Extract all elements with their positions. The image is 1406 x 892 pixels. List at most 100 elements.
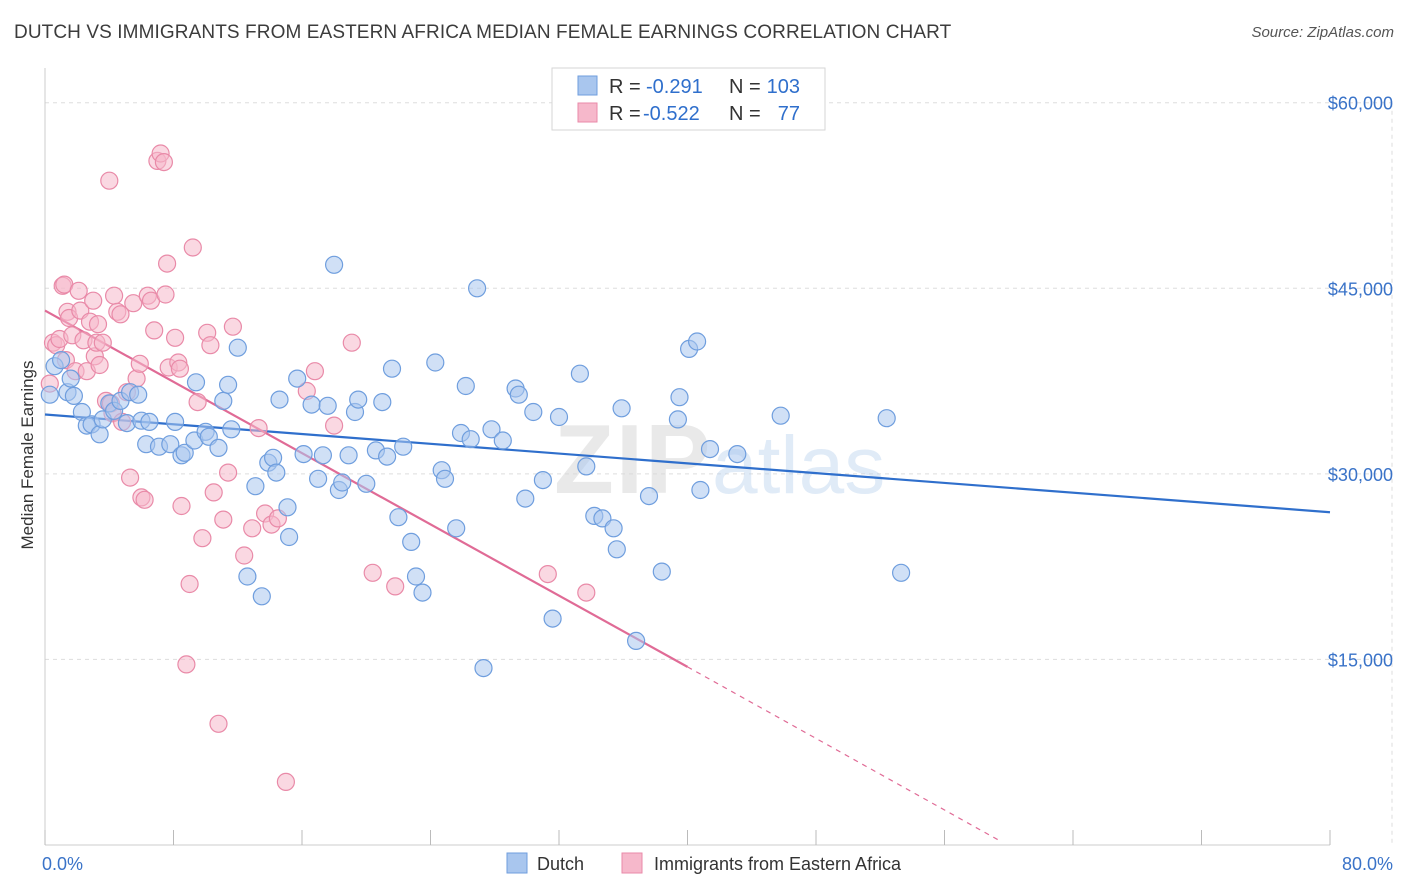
dutch-point-59: [382, 359, 402, 378]
y-tick-label-0: $15,000: [1328, 650, 1393, 670]
dutch-point-100: [771, 406, 790, 425]
legend-top: R = -0.291 N = 103 R = -0.522 N = 77: [551, 67, 826, 131]
dutch-point-92: [652, 562, 671, 581]
immigrants-point-39: [145, 321, 164, 340]
legend-n-value-dutch: 103: [767, 76, 800, 98]
dutch-point-40: [270, 390, 289, 409]
immigrants-point-74: [386, 577, 405, 596]
axes: [44, 68, 1331, 846]
dutch-point-71: [461, 430, 480, 449]
dutch-point-38: [264, 448, 283, 467]
immigrants-point-53: [188, 393, 207, 412]
dutch-point-64: [413, 583, 432, 602]
dutch-point-67: [435, 469, 455, 488]
immigrants-point-11: [69, 281, 88, 300]
legend-bottom: Dutch Immigrants from Eastern Africa: [506, 852, 902, 874]
trend-lines: [44, 309, 1331, 842]
immigrants-point-28: [111, 305, 130, 324]
dutch-point-75: [493, 431, 512, 450]
dutch-point-29: [209, 438, 228, 457]
immigrants-point-42: [154, 153, 173, 172]
watermark-atlas: atlas: [712, 420, 885, 511]
dutch-point-43: [288, 369, 307, 388]
legend-r-label-immigrants: R =: [609, 103, 641, 125]
immigrants-point-58: [209, 714, 228, 733]
dutch-point-16: [129, 385, 148, 404]
dutch-point-49: [325, 255, 344, 274]
dutch-point-48: [318, 396, 337, 415]
data-points: [40, 144, 911, 792]
legend-r-value-immigrants: -0.522: [643, 103, 700, 125]
dutch-point-46: [309, 469, 328, 488]
immigrants-point-49: [172, 496, 191, 516]
immigrants-point-52: [183, 238, 202, 257]
dutch-point-41: [278, 498, 297, 517]
dutch-point-63: [406, 567, 426, 586]
immigrants-point-44: [158, 254, 177, 273]
dutch-point-94: [670, 388, 689, 407]
dutch-point-81: [543, 609, 562, 628]
x-tick-label-1: 80.0%: [1342, 854, 1393, 874]
immigrants-point-76: [577, 583, 596, 602]
chart-title: DUTCH VS IMMIGRANTS FROM EASTERN AFRICA …: [14, 22, 952, 43]
dutch-point-83: [570, 364, 590, 383]
dutch-point-79: [524, 402, 543, 422]
immigrants-point-51: [180, 574, 199, 594]
dutch-point-77: [509, 385, 528, 404]
dutch-point-4: [61, 369, 80, 388]
dutch-point-102: [891, 563, 911, 582]
dutch-point-9: [90, 425, 109, 444]
y-axis-title: Median Female Earnings: [18, 361, 37, 550]
legend-r-label-dutch: R =: [609, 76, 641, 98]
dutch-point-57: [373, 393, 392, 412]
immigrants-point-46: [166, 328, 185, 347]
immigrants-point-34: [130, 354, 149, 373]
immigrants-point-31: [121, 468, 140, 487]
dutch-point-42: [280, 527, 299, 547]
dutch-point-70: [456, 376, 475, 396]
immigrants-point-61: [223, 317, 242, 336]
immigrants-point-68: [276, 772, 295, 792]
dutch-point-24: [175, 443, 194, 462]
legend-n-label-immigrants: N =: [729, 103, 761, 125]
dutch-point-33: [228, 338, 247, 357]
dutch-point-97: [691, 480, 710, 500]
dutch-point-78: [516, 489, 535, 508]
dutch-point-19: [140, 412, 159, 431]
dutch-point-96: [687, 332, 707, 351]
dutch-point-61: [394, 437, 413, 456]
dutch-point-35: [246, 477, 265, 496]
immigrants-point-59: [214, 510, 233, 529]
immigrants-point-21: [93, 333, 112, 352]
dutch-point-90: [626, 631, 646, 651]
bottom-legend-label-dutch: Dutch: [537, 854, 584, 874]
immigrants-point-48: [170, 359, 189, 378]
dutch-point-34: [238, 567, 257, 586]
immigrants-point-26: [104, 286, 124, 305]
immigrants-point-70: [305, 362, 324, 381]
dutch-point-52: [339, 446, 358, 465]
dutch-point-87: [604, 519, 623, 538]
immigrants-point-50: [177, 655, 196, 674]
dutch-point-98: [700, 440, 720, 459]
dutch-point-36: [252, 587, 271, 606]
y-tick-label-2: $45,000: [1328, 279, 1393, 299]
legend-n-value-immigrants: 77: [778, 103, 800, 125]
dutch-point-31: [219, 375, 238, 394]
chart-source: Source: ZipAtlas.com: [1251, 24, 1394, 41]
dutch-point-21: [161, 435, 180, 454]
dutch-point-55: [357, 474, 376, 493]
dutch-point-32: [222, 420, 241, 439]
dutch-point-26: [186, 373, 206, 392]
dutch-point-47: [313, 446, 332, 465]
immigrants-point-20: [90, 355, 109, 375]
legend-n-label-dutch: N =: [729, 76, 761, 98]
immigrants-point-72: [342, 333, 361, 352]
immigrants-point-36: [135, 490, 154, 509]
dutch-point-51: [333, 473, 352, 492]
dutch-point-91: [639, 487, 659, 506]
tick-labels: $15,000 $30,000 $45,000 $60,000 0.0% 80.0%: [42, 94, 1393, 874]
immigrants-point-62: [235, 546, 254, 565]
immigrants-point-19: [88, 315, 108, 334]
immigrants-point-60: [219, 463, 238, 482]
